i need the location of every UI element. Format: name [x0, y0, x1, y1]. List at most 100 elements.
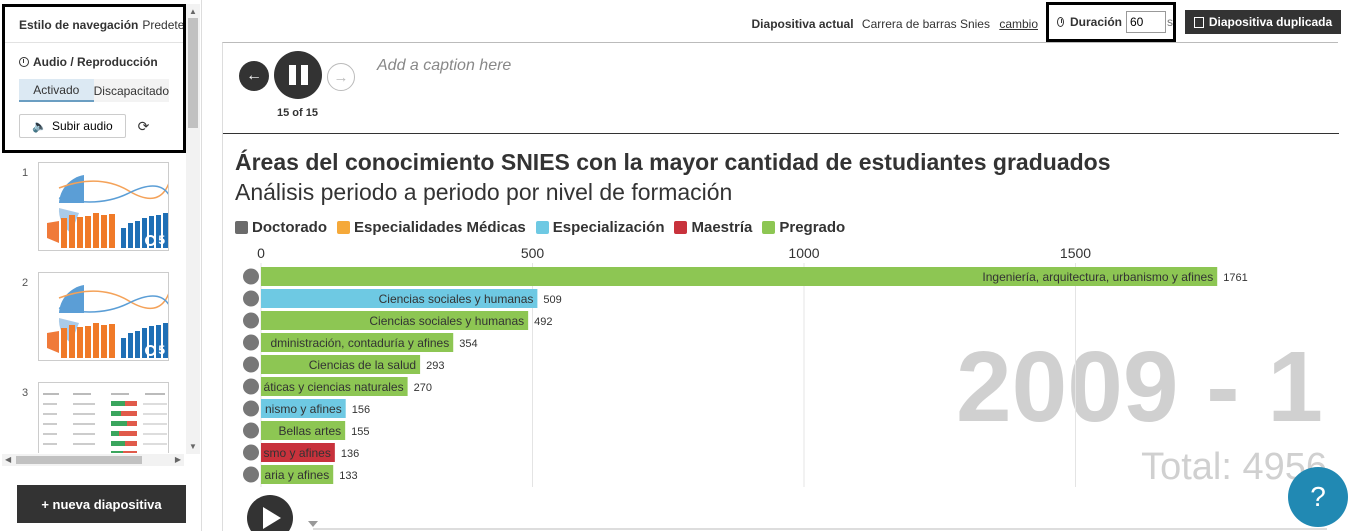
pause-icon [300, 65, 308, 85]
new-slide-button[interactable]: + nueva diapositiva [17, 485, 186, 523]
bar-avatar [242, 399, 260, 418]
bar-avatar [242, 289, 260, 308]
bar-avatar [242, 377, 260, 396]
audio-on-option[interactable]: Activado [19, 79, 94, 102]
bar-label: aria y afines [265, 468, 330, 482]
arrow-right-icon: → [333, 68, 349, 86]
bar-label: Ciencias sociales y humanas [379, 292, 534, 306]
legend-label: Especialidades Médicas [354, 219, 526, 236]
bar-avatar [242, 267, 260, 286]
legend-item-doctorado[interactable]: Doctorado [235, 219, 327, 236]
slide-number: 1 [22, 167, 29, 179]
help-button[interactable]: ? [1288, 467, 1348, 527]
previous-slide-button[interactable]: ← [239, 61, 269, 91]
bar [261, 289, 538, 308]
bar-label: smo y afines [263, 446, 330, 460]
play-icon [263, 507, 281, 529]
scrollbar-thumb[interactable] [16, 456, 142, 464]
audio-off-option[interactable]: Discapacitado [93, 79, 169, 102]
legend-swatch [235, 221, 248, 234]
refresh-icon[interactable]: ⟳ [137, 117, 150, 134]
audio-section-title: Audio / Reproducción [19, 55, 183, 69]
thumbnail-duration: 5 [158, 233, 165, 247]
bar-value: 136 [341, 448, 359, 460]
bar [261, 443, 335, 462]
current-slide-value: Carrera de barras Snies [861, 17, 990, 31]
slide-thumbnail[interactable] [38, 382, 169, 453]
legend-label: Doctorado [252, 219, 327, 236]
bar-label: Ciencias sociales y humanas [369, 314, 524, 328]
bar-label: nismo y afines [265, 402, 342, 416]
bar-value: 155 [351, 426, 369, 438]
bar-label: Ciencias de la salud [309, 358, 416, 372]
sidebar-vertical-scrollbar[interactable]: ▲ ▼ [186, 4, 200, 454]
slide-counter: 15 of 15 [277, 107, 318, 119]
player-controls: ← → 15 of 15 Add a caption here [223, 43, 1339, 134]
bar-value: 492 [534, 316, 552, 328]
clock-icon [145, 344, 157, 356]
slide-number: 3 [22, 387, 29, 399]
legend-item-pregrado[interactable]: Pregrado [762, 219, 845, 236]
bar [261, 399, 346, 418]
legend-swatch [674, 221, 688, 234]
slide-preview: ← → 15 of 15 Add a caption here 2009 - 1… [222, 42, 1339, 531]
bar-value: 270 [414, 382, 432, 394]
thumbnail-chart-icon [47, 175, 168, 248]
thumbnail-duration-badge: 5 [145, 233, 165, 247]
scrollbar-thumb[interactable] [188, 18, 198, 128]
bar-avatar [242, 311, 260, 330]
navigation-style-row[interactable]: Estilo de navegación Predeterminado [5, 7, 183, 43]
caption-input[interactable]: Add a caption here [377, 57, 512, 74]
period-label: 2009 - 1 [956, 331, 1323, 443]
pause-button[interactable] [274, 51, 322, 99]
legend-label: Pregrado [779, 219, 846, 236]
slide-thumbnail[interactable]: 5 [38, 272, 169, 361]
scroll-right-icon[interactable]: ▶ [174, 455, 181, 464]
current-slide-info: Diapositiva actual Carrera de barras Sni… [752, 17, 1038, 31]
duration-input[interactable] [1126, 11, 1166, 33]
chart-title: Áreas del conocimiento SNIES con la mayo… [235, 149, 1111, 175]
legend-label: Maestría [691, 219, 753, 236]
sidebar-horizontal-scrollbar[interactable]: ◀ ▶ [2, 454, 184, 466]
bar-label: dministración, contaduría y afines [270, 336, 449, 350]
bar-value: 133 [339, 470, 357, 482]
legend-label: Especialización [552, 219, 665, 236]
scroll-left-icon[interactable]: ◀ [5, 455, 12, 464]
bar-label: Ingeniería, arquitectura, urbanismo y af… [982, 270, 1213, 284]
scroll-up-icon[interactable]: ▲ [189, 7, 197, 16]
slide-number: 2 [22, 277, 29, 289]
legend-item-especializacion[interactable]: Especialización [535, 219, 665, 236]
slide-thumbnail-list: 1 5 2 [0, 153, 186, 453]
speaker-icon: 🔈 [32, 119, 47, 133]
legend-item-especialidades-medicas[interactable]: Especialidades Médicas [337, 219, 526, 236]
bar [261, 355, 421, 374]
change-slide-link[interactable]: cambio [999, 17, 1038, 31]
bar-avatar [242, 421, 260, 440]
bar-avatar [242, 333, 260, 352]
bar [261, 267, 1218, 286]
legend-swatch [337, 221, 350, 234]
scroll-down-icon[interactable]: ▼ [189, 442, 197, 451]
bar-avatar [242, 443, 260, 462]
bar-label: áticas y ciencias naturales [264, 380, 404, 394]
bar [261, 465, 334, 484]
duration-label: Duración [1069, 15, 1122, 29]
audio-actions: 🔈 Subir audio ⟳ [19, 114, 183, 138]
bar-avatar [242, 355, 260, 374]
next-slide-button[interactable]: → [327, 63, 355, 91]
bar-value: 156 [352, 404, 370, 416]
upload-audio-button[interactable]: 🔈 Subir audio [19, 114, 126, 138]
thumbnail-duration-badge: 5 [145, 343, 165, 357]
legend-item-maestria[interactable]: Maestría [674, 219, 752, 236]
duplicate-slide-button[interactable]: Diapositiva duplicada [1185, 10, 1341, 34]
slide-thumbnail[interactable]: 5 [38, 162, 169, 251]
pause-icon [288, 65, 296, 85]
chart-legend: Doctorado Especialidades Médicas Especia… [235, 219, 845, 236]
navigation-style-value[interactable]: Predeterminado [142, 17, 185, 32]
thumbnail-chart-icon [47, 285, 168, 358]
bar [261, 333, 454, 352]
navigation-style-label: Estilo de navegación [19, 17, 139, 32]
bar-race-chart: 2009 - 1 Total: 4956 0 500 1000 1500 Ingenierí… [223, 135, 1339, 531]
